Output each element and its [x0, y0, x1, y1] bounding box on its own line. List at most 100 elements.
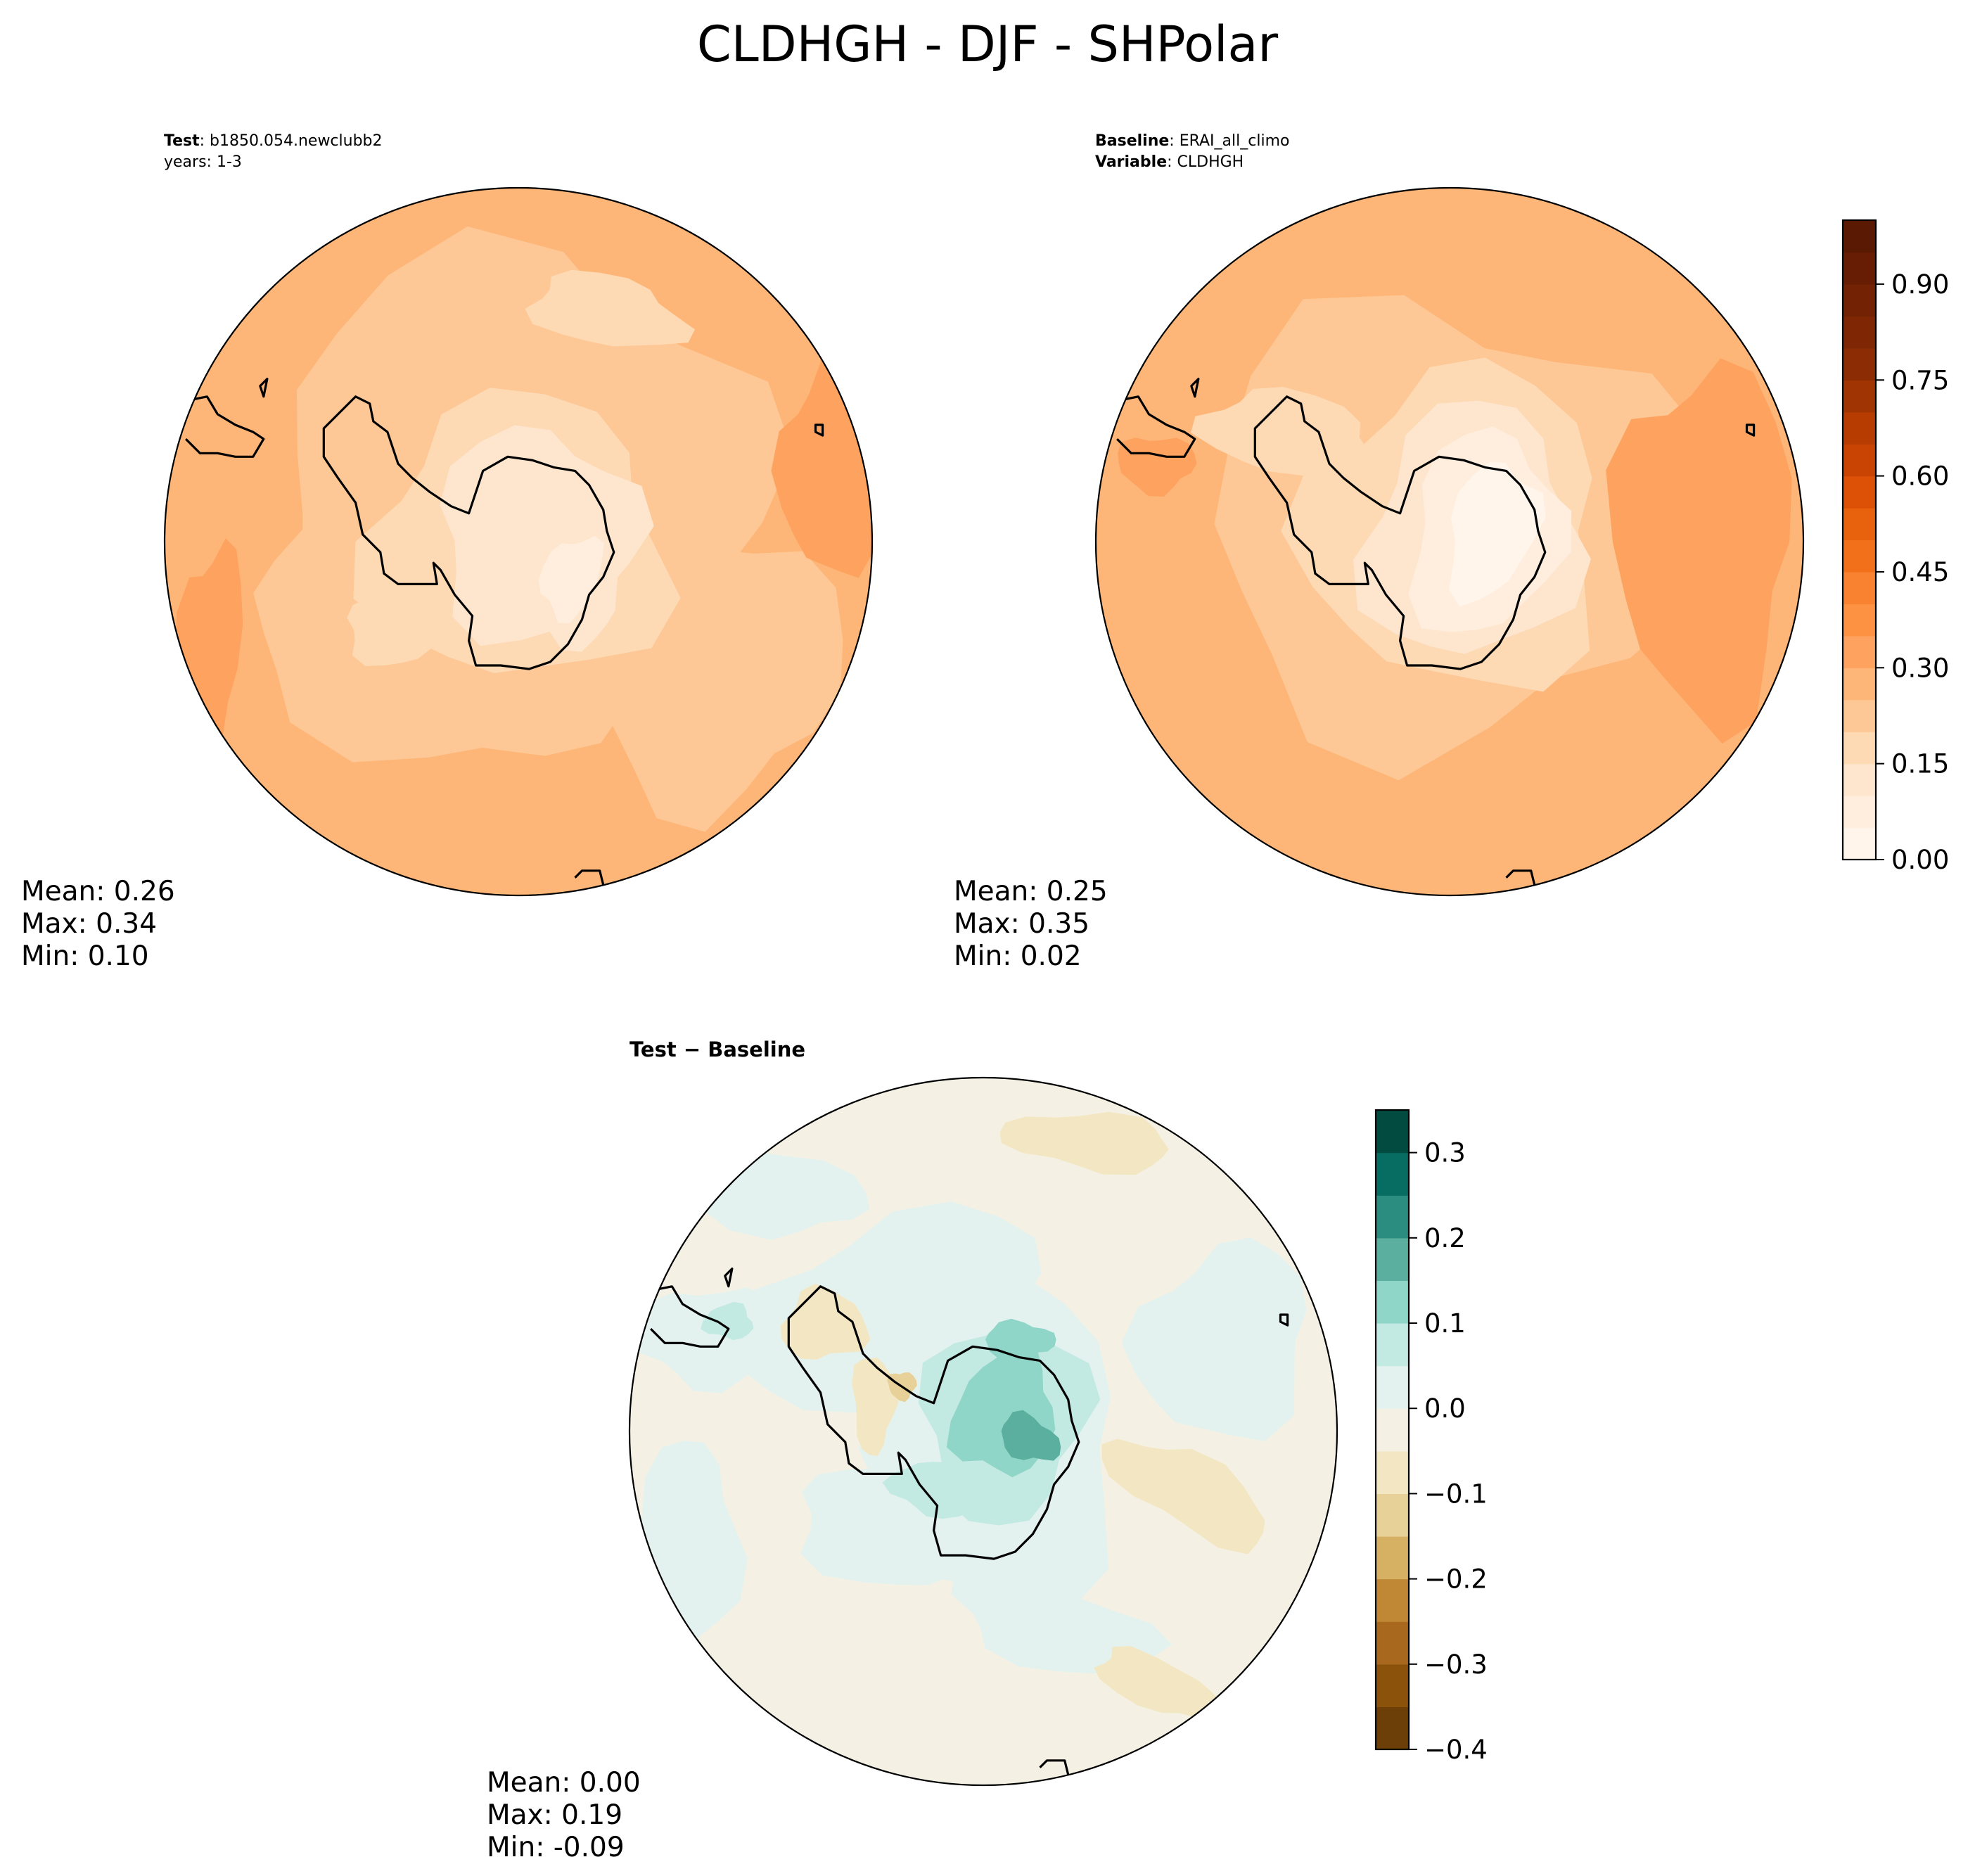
diff-contour-17 — [985, 1318, 1056, 1358]
test-island-outline — [259, 378, 269, 398]
brbg-colorbar-frame — [1374, 1109, 1410, 1751]
oranges-colorbar-segment-7 — [1843, 604, 1876, 637]
diff-contour-3 — [1121, 1237, 1307, 1441]
test-field — [165, 188, 872, 895]
oranges-colorbar-segment-16 — [1843, 316, 1876, 349]
brbg-colorbar-segment-12 — [1376, 1195, 1409, 1239]
oranges-colorbar-segment-8 — [1843, 571, 1876, 604]
baseline-field — [1096, 188, 1803, 895]
oranges-colorbar-tick-label-3: 0.45 — [1891, 557, 1949, 587]
oranges-colorbar-tick-label-5: 0.75 — [1891, 365, 1949, 395]
oranges-colorbar-segment-4 — [1843, 699, 1876, 732]
test-max: Max: 0.34 — [21, 908, 158, 940]
diff-mean: Mean: 0.00 — [487, 1767, 641, 1799]
oranges-colorbar-segment-0 — [1843, 827, 1876, 860]
figure-title: CLDHGH - DJF - SHPolar — [696, 15, 1279, 73]
baseline-mean: Mean: 0.25 — [954, 876, 1108, 907]
oranges-colorbar-segment-14 — [1843, 380, 1876, 413]
brbg-colorbar-tick-label-5: 0.1 — [1424, 1308, 1466, 1339]
oranges-colorbar-tick-label-6: 0.90 — [1891, 269, 1949, 300]
diff-max: Max: 0.19 — [487, 1799, 623, 1831]
oranges-colorbar-segment-12 — [1843, 444, 1876, 477]
oranges-colorbar-segment-15 — [1843, 347, 1876, 381]
diff-island-outline — [1279, 1313, 1289, 1327]
brbg-colorbar-segment-7 — [1376, 1408, 1409, 1452]
diff-contour-9 — [1101, 1438, 1265, 1555]
brbg-colorbar-segment-13 — [1376, 1152, 1409, 1196]
test-antarctica-outline — [322, 395, 615, 670]
baseline-contour-2 — [1606, 358, 1792, 744]
brbg-colorbar-tick-label-6: 0.2 — [1424, 1223, 1466, 1253]
oranges-colorbar-frame — [1841, 219, 1877, 861]
diff-island-outline — [724, 1268, 734, 1288]
brbg-colorbar-segment-8 — [1376, 1365, 1409, 1409]
oranges-colorbar-segment-2 — [1843, 763, 1876, 796]
oranges-colorbar-segment-11 — [1843, 476, 1876, 509]
diff-contour-14 — [882, 1462, 981, 1519]
diff-contour-8 — [999, 1111, 1169, 1175]
baseline-variable-value: CLDHGH — [1177, 153, 1244, 171]
diff-contour-15 — [701, 1301, 754, 1341]
baseline-max: Max: 0.35 — [954, 908, 1090, 940]
oranges-colorbar-tick-label-0: 0.00 — [1891, 845, 1949, 875]
test-map-border — [163, 186, 874, 897]
baseline-stats: Mean: 0.25 Max: 0.35 Min: 0.02 — [954, 876, 1108, 973]
brbg-colorbar-tick-label-3: −0.1 — [1424, 1479, 1488, 1509]
baseline-min: Min: 0.02 — [954, 940, 1082, 972]
diff-contour-11 — [1094, 1646, 1236, 1725]
baseline-australia-outline — [1505, 869, 1536, 886]
brbg-colorbar-segment-6 — [1376, 1450, 1409, 1494]
baseline-south-america-outline — [1116, 395, 1196, 458]
oranges-colorbar-segment-9 — [1843, 540, 1876, 573]
brbg-colorbar-tick-label-4: 0.0 — [1424, 1393, 1466, 1424]
test-south-america-outline — [185, 395, 265, 458]
brbg-colorbar-segment-9 — [1376, 1323, 1409, 1367]
brbg-colorbar-segment-2 — [1376, 1621, 1409, 1665]
baseline-map — [1094, 186, 1805, 897]
oranges-colorbar-segment-1 — [1843, 796, 1876, 829]
brbg-colorbar-tick-label-0: −0.4 — [1424, 1735, 1488, 1765]
test-contour-6 — [525, 269, 695, 347]
oranges-colorbar-tick-label-1: 0.15 — [1891, 749, 1949, 779]
baseline-contour-4 — [1191, 387, 1382, 483]
test-island-outline — [814, 423, 824, 437]
brbg-colorbar-segment-0 — [1376, 1706, 1409, 1750]
diff-field — [629, 1078, 1337, 1785]
test-mean: Mean: 0.26 — [21, 876, 175, 907]
oranges-colorbar-segment-10 — [1843, 508, 1876, 541]
brbg-colorbar-segment-1 — [1376, 1664, 1409, 1707]
diff-stats: Mean: 0.00 Max: 0.19 Min: -0.09 — [487, 1767, 641, 1864]
baseline-label-key: Baseline — [1095, 132, 1170, 150]
test-map — [163, 186, 874, 897]
diff-map-border — [628, 1076, 1338, 1787]
test-contour-7 — [347, 593, 453, 666]
baseline-island-outline — [1745, 423, 1756, 437]
brbg-colorbar-segment-5 — [1376, 1493, 1409, 1537]
oranges-colorbar-tick-label-4: 0.60 — [1891, 461, 1949, 492]
baseline-map-border — [1094, 186, 1805, 897]
oranges-colorbar-segment-5 — [1843, 668, 1876, 701]
brbg-colorbar-tick-label-7: 0.3 — [1424, 1138, 1466, 1168]
test-stats: Mean: 0.26 Max: 0.34 Min: 0.10 — [21, 876, 175, 973]
oranges-colorbar-segment-17 — [1843, 283, 1876, 317]
oranges-colorbar-segment-13 — [1843, 411, 1876, 445]
test-label-key: Test — [164, 132, 200, 150]
test-years: years: 1-3 — [164, 153, 242, 171]
test-contour-10 — [538, 535, 604, 623]
diff-contour-18 — [1001, 1410, 1061, 1461]
oranges-colorbar-segment-3 — [1843, 732, 1876, 765]
baseline-antarctica-outline — [1253, 395, 1547, 670]
diff-australia-outline — [1039, 1759, 1070, 1775]
diff-title: Test − Baseline — [629, 1038, 806, 1061]
test-header: Test: b1850.054.newclubb2 years: 1-3 — [164, 131, 383, 173]
brbg-colorbar-segment-3 — [1376, 1578, 1409, 1622]
brbg-colorbar: −0.4 −0.3 −0.2 −0.1 0.0 0.1 0.2 0.3 — [1374, 1109, 1488, 1765]
oranges-colorbar-segment-18 — [1843, 252, 1876, 285]
brbg-colorbar-segment-11 — [1376, 1237, 1409, 1281]
brbg-colorbar-segment-4 — [1376, 1536, 1409, 1580]
brbg-colorbar-segment-14 — [1376, 1110, 1409, 1154]
baseline-header: Baseline: ERAI_all_climo Variable: CLDHG… — [1095, 132, 1290, 171]
oranges-colorbar-tick-label-2: 0.30 — [1891, 653, 1949, 683]
